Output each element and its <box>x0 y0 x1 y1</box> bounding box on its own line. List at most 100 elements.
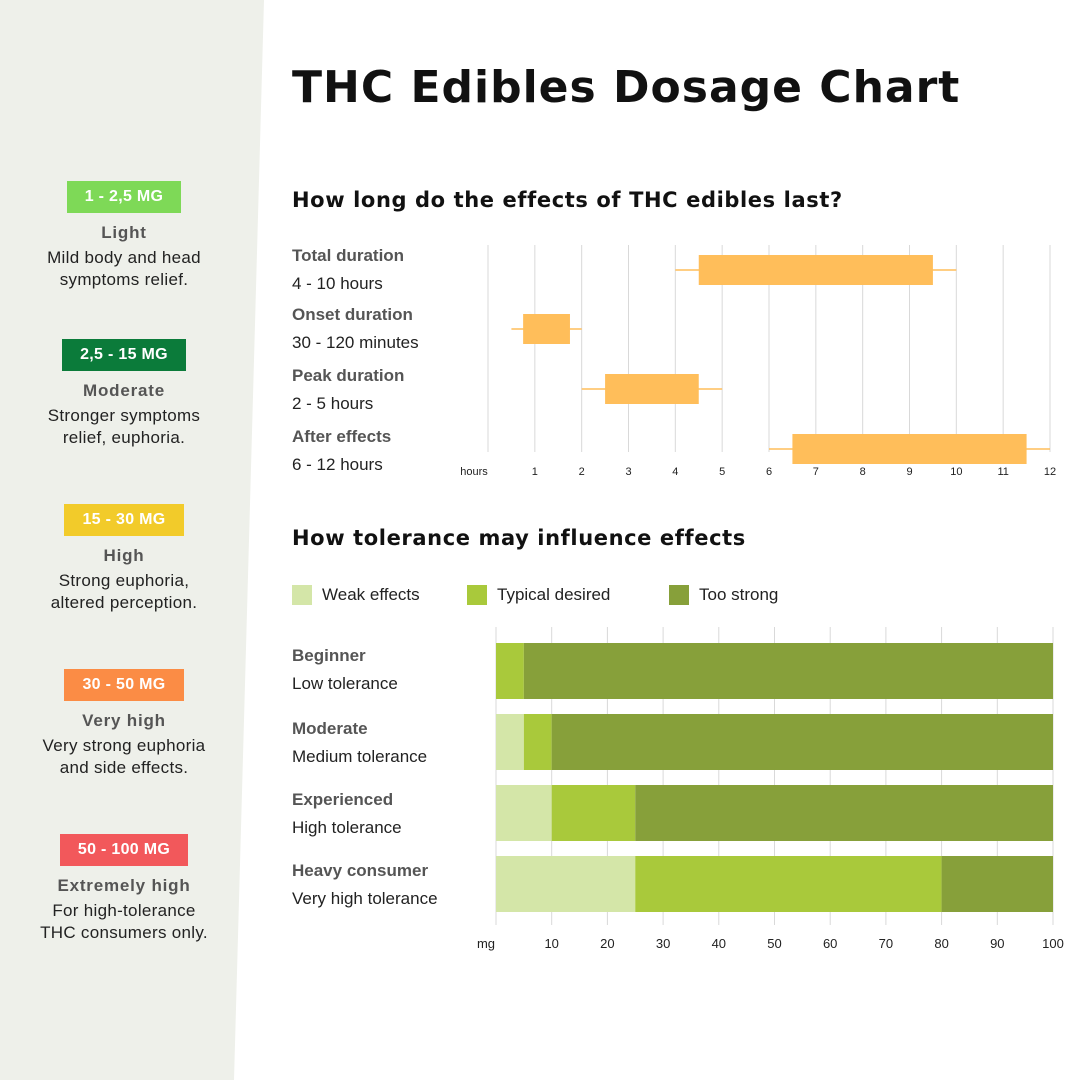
dose-sidebar <box>0 0 264 1080</box>
dose-description: Mild body and head symptoms relief. <box>0 247 248 291</box>
dose-extremely-high: 50 - 100 MG Extremely high For high-tole… <box>0 834 248 944</box>
legend-swatch <box>669 585 689 605</box>
dose-level: Extremely high <box>57 876 191 895</box>
legend-swatch <box>292 585 312 605</box>
x-tick-label: 3 <box>625 466 631 478</box>
dose-light: 1 - 2,5 MG Light Mild body and head symp… <box>0 181 248 291</box>
duration-box <box>523 314 570 344</box>
dose-description-line: symptoms relief. <box>59 270 189 289</box>
legend-label: Typical desired <box>497 585 611 604</box>
x-tick-label: 70 <box>879 936 893 951</box>
x-tick-label: 10 <box>950 466 962 478</box>
tolerance-row-sub: High tolerance <box>292 818 402 837</box>
duration-row-label: After effects 6 - 12 hours <box>292 427 391 475</box>
x-tick-label: 8 <box>860 466 866 478</box>
dose-description-line: THC consumers only. <box>40 923 208 942</box>
dose-level: High <box>103 546 145 565</box>
x-tick-label: 11 <box>997 466 1008 478</box>
tolerance-row-sub: Low tolerance <box>292 674 398 693</box>
dose-description-line: Strong euphoria, <box>58 571 190 590</box>
dose-description-line: and side effects. <box>59 758 189 777</box>
duration-row-name: Peak duration <box>292 366 405 385</box>
bar-segment <box>551 785 636 841</box>
duration-row-name: After effects <box>292 427 392 446</box>
dose-description-line: altered perception. <box>50 593 198 612</box>
x-tick-label: 6 <box>766 466 772 478</box>
x-tick-label: 80 <box>934 936 948 951</box>
duration-box <box>698 255 933 285</box>
dose-moderate: 2,5 - 15 MG Moderate Stronger symptoms r… <box>0 339 248 449</box>
bar-segment <box>941 856 1053 912</box>
x-tick-label: 2 <box>579 466 585 478</box>
tolerance-row-label: Heavy consumer Very high tolerance <box>292 861 438 909</box>
legend-item-typical: Typical desired <box>467 585 610 605</box>
duration-row-label: Total duration 4 - 10 hours <box>292 246 404 294</box>
x-tick-label: 4 <box>672 466 678 478</box>
duration-row-name: Total duration <box>292 246 405 265</box>
x-tick-label: 40 <box>712 936 726 951</box>
tolerance-section-title: How tolerance may influence effects <box>292 526 746 550</box>
x-tick-label: 20 <box>600 936 614 951</box>
dose-description-line: relief, euphoria. <box>62 428 186 447</box>
x-tick-label: 7 <box>813 466 819 478</box>
tolerance-row-name: Moderate <box>292 719 368 738</box>
x-axis-label: hours <box>460 466 488 478</box>
legend-label: Too strong <box>699 585 779 604</box>
bar-segment <box>635 785 1053 841</box>
tolerance-row-label: Experienced High tolerance <box>292 790 402 838</box>
x-axis-label: mg <box>477 936 495 951</box>
dose-description-line: For high-tolerance <box>52 901 196 920</box>
dose-description: Strong euphoria, altered perception. <box>0 570 248 614</box>
dose-level: Very high <box>82 711 166 730</box>
dose-description: Very strong euphoria and side effects. <box>0 735 248 779</box>
duration-row-name: Onset duration <box>292 305 413 324</box>
bar-segment <box>523 643 1053 699</box>
tolerance-row-name: Experienced <box>292 790 394 809</box>
x-tick-label: 60 <box>823 936 837 951</box>
bar-segment <box>523 714 552 770</box>
x-tick-label: 1 <box>532 466 538 478</box>
dose-description: Stronger symptoms relief, euphoria. <box>0 405 248 449</box>
x-tick-label: 10 <box>544 936 558 951</box>
duration-row-range: 30 - 120 minutes <box>292 333 419 352</box>
tolerance-row-sub: Medium tolerance <box>292 747 428 766</box>
x-tick-label: 50 <box>767 936 781 951</box>
bar-segment <box>496 856 636 912</box>
legend-item-too-strong: Too strong <box>669 585 778 605</box>
duration-box <box>605 374 699 404</box>
bar-segment <box>496 785 552 841</box>
dose-level: Light <box>101 223 147 242</box>
duration-row-label: Onset duration 30 - 120 minutes <box>292 305 419 353</box>
duration-row-label: Peak duration 2 - 5 hours <box>292 366 404 414</box>
x-tick-label: 12 <box>1044 466 1056 478</box>
legend-swatch <box>467 585 487 605</box>
duration-row-range: 4 - 10 hours <box>292 274 383 293</box>
duration-row-range: 2 - 5 hours <box>292 394 374 413</box>
page-title: THC Edibles Dosage Chart <box>292 62 961 113</box>
dose-description: For high-tolerance THC consumers only. <box>0 900 248 944</box>
dose-very-high: 30 - 50 MG Very high Very strong euphori… <box>0 669 248 779</box>
tolerance-row-name: Heavy consumer <box>292 861 429 880</box>
x-tick-label: 9 <box>906 466 912 478</box>
x-tick-label: 30 <box>656 936 670 951</box>
dose-high: 15 - 30 MG High Strong euphoria, altered… <box>0 504 248 614</box>
duration-row-range: 6 - 12 hours <box>292 455 383 474</box>
dose-range-badge: 30 - 50 MG <box>64 669 184 701</box>
dose-range-badge: 1 - 2,5 MG <box>66 181 182 213</box>
bar-segment <box>496 643 524 699</box>
dose-level: Moderate <box>83 381 165 400</box>
bar-segment <box>635 856 942 912</box>
legend-item-weak: Weak effects <box>292 585 420 605</box>
tolerance-row-name: Beginner <box>292 646 366 665</box>
tolerance-row-label: Beginner Low tolerance <box>292 646 398 694</box>
x-tick-label: 5 <box>719 466 725 478</box>
x-tick-label: 100 <box>1042 936 1064 951</box>
dose-range-badge: 15 - 30 MG <box>64 504 184 536</box>
bar-segment <box>496 714 524 770</box>
tolerance-row-sub: Very high tolerance <box>292 889 438 908</box>
x-tick-label: 90 <box>990 936 1004 951</box>
dose-range-badge: 2,5 - 15 MG <box>62 339 186 371</box>
dose-description-line: Stronger symptoms <box>47 406 201 425</box>
